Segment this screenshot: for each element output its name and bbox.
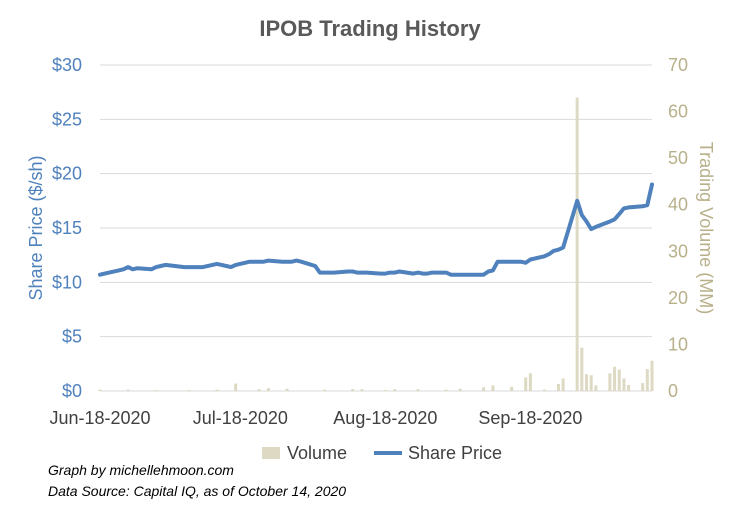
volume-bar [589, 375, 593, 391]
right-tick-label: 0 [668, 381, 678, 401]
right-tick-label: 70 [668, 55, 688, 75]
x-tick-label: Aug-18-2020 [333, 408, 437, 428]
right-tick-label: 30 [668, 241, 688, 261]
volume-bar [285, 388, 289, 391]
left-tick-label: $15 [52, 218, 82, 238]
volume-bar [627, 384, 631, 391]
volume-bar [594, 385, 598, 391]
right-tick-label: 10 [668, 334, 688, 354]
volume-bar [234, 383, 238, 391]
left-axis-label: Share Price ($/sh) [26, 155, 46, 300]
left-tick-label: $5 [62, 327, 82, 347]
right-tick-label: 50 [668, 148, 688, 168]
volume-bar [510, 386, 514, 391]
x-tick-label: Sep-18-2020 [478, 408, 582, 428]
volume-bar [187, 390, 191, 391]
right-tick-label: 40 [668, 195, 688, 215]
volume-bar [257, 389, 261, 391]
volume-bar [266, 388, 270, 391]
volume-bar [154, 390, 158, 391]
volume-bar [416, 389, 420, 391]
volume-bar [585, 374, 589, 391]
volume-bar [383, 390, 387, 391]
volume-bar [542, 389, 546, 391]
volume-bar [608, 373, 612, 391]
right-tick-label: 20 [668, 288, 688, 308]
volume-bar [444, 389, 448, 391]
right-tick-label: 60 [668, 102, 688, 122]
credit-note: Graph by michellehmoon.com [48, 462, 234, 478]
left-tick-label: $25 [52, 109, 82, 129]
x-tick-label: Jun-18-2020 [49, 408, 150, 428]
left-tick-label: $20 [52, 164, 82, 184]
legend: Volume Share Price [262, 443, 502, 463]
x-tick-label: Jul-18-2020 [193, 408, 288, 428]
x-axis-ticks: Jun-18-2020 Jul-18-2020 Aug-18-2020 Sep-18-… [49, 408, 582, 428]
legend-swatch-volume [262, 447, 280, 459]
volume-bar [650, 360, 654, 391]
volume-bar [491, 385, 495, 391]
gridlines [100, 64, 652, 392]
volume-bar [613, 366, 617, 391]
volume-bar [360, 389, 364, 391]
source-note: Data Source: Capital IQ, as of October 1… [48, 483, 347, 499]
left-tick-label: $30 [52, 55, 82, 75]
volume-bar [126, 389, 130, 391]
volume-bar [556, 384, 560, 391]
volume-bar [524, 377, 528, 391]
volume-bar [641, 383, 645, 391]
legend-label-share-price: Share Price [408, 443, 502, 463]
volume-bar [580, 347, 584, 391]
volume-bar [323, 389, 327, 391]
volume-bars [98, 97, 654, 391]
volume-bar [575, 97, 579, 391]
legend-label-volume: Volume [287, 443, 347, 463]
volume-bar [482, 387, 486, 391]
left-axis-ticks: $0 $5 $10 $15 $20 $25 $30 [52, 55, 82, 401]
volume-bar [393, 389, 397, 391]
volume-bar [215, 389, 219, 391]
left-tick-label: $0 [62, 381, 82, 401]
chart-title: IPOB Trading History [259, 16, 481, 41]
volume-bar [98, 389, 102, 391]
volume-bar [561, 378, 565, 391]
volume-bar [458, 388, 462, 391]
volume-bar [351, 389, 355, 391]
right-axis-ticks: 0 10 20 30 40 50 60 70 [668, 55, 688, 401]
volume-bar [528, 373, 532, 391]
right-axis-label: Trading Volume (MM) [696, 142, 716, 314]
share-price-line [98, 182, 654, 277]
left-tick-label: $10 [52, 272, 82, 292]
volume-bar [645, 369, 649, 391]
volume-bar [617, 369, 621, 391]
volume-bar [622, 378, 626, 391]
